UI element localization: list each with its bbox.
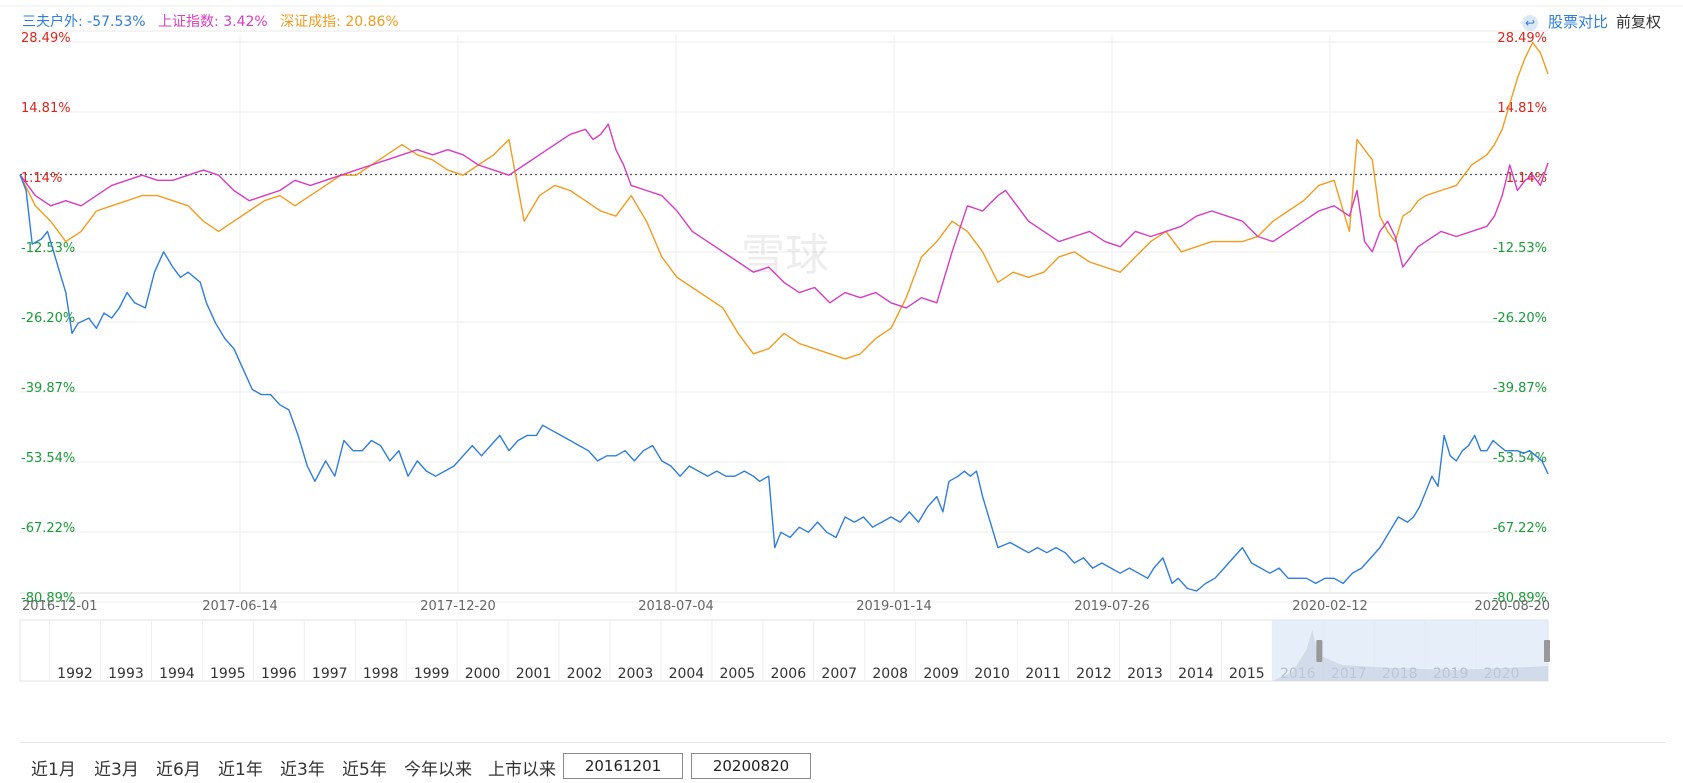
- legend-sh-index[interactable]: 上证指数: 3.42%: [158, 14, 268, 30]
- range-button-3y[interactable]: 近3年: [280, 760, 325, 780]
- adjustment-toggle[interactable]: 前复权: [1615, 13, 1661, 31]
- range-button-3m[interactable]: 近3月: [94, 760, 139, 780]
- watermark-logo: 雪球: [741, 230, 829, 281]
- navigator-year-label: 2014: [1178, 666, 1214, 682]
- y-tick-label-left: 28.49%: [21, 31, 71, 46]
- range-button-since-listing[interactable]: 上市以来: [488, 760, 556, 780]
- y-tick-label-right: -67.22%: [1493, 521, 1547, 536]
- x-tick-label: 2020-02-12: [1292, 599, 1368, 614]
- y-tick-label-right: -39.87%: [1493, 381, 1547, 396]
- y-tick-label-right: -80.89%: [1493, 591, 1547, 606]
- navigator-year-label: 2015: [1229, 666, 1265, 682]
- y-tick-label-right: -26.20%: [1493, 311, 1547, 326]
- x-tick-label: 2017-12-20: [420, 599, 496, 614]
- navigator-year-label: 1993: [108, 666, 144, 682]
- y-tick-label-right: -12.53%: [1493, 241, 1547, 256]
- x-tick-label: 2019-07-26: [1074, 599, 1150, 614]
- navigator-year-label: 2000: [465, 666, 501, 682]
- y-tick-label-left: -53.54%: [21, 451, 75, 466]
- chart-toolbar: ↩ 股票对比 前复权: [1521, 11, 1661, 32]
- navigator-right-handle: [1544, 640, 1550, 662]
- comparison-chart: 28.49% 28.49%14.81% 14.81%1.14% 1.14%-12.53…: [0, 5, 1683, 682]
- y-tick-label-left: 14.81%: [21, 101, 71, 116]
- series-line-sz-index: [19, 41, 1549, 360]
- navigator-year-label: 2010: [974, 666, 1010, 682]
- y-tick-label-left: -12.53%: [21, 241, 75, 256]
- y-tick-label-left: -80.89%: [21, 591, 75, 606]
- navigator-year-label: 1992: [57, 666, 93, 682]
- stock-compare-button[interactable]: 股票对比: [1547, 13, 1608, 31]
- x-tick-label: 2016-12-01: [22, 599, 98, 614]
- y-tick-label-left: -26.20%: [21, 311, 75, 326]
- range-button-1m[interactable]: 近1月: [31, 760, 76, 780]
- x-tick-label: 2020-08-20: [1474, 599, 1550, 614]
- navigator-year-label: 1995: [210, 666, 246, 682]
- series-line-sh-index: [19, 123, 1549, 309]
- navigator-year-label: 2007: [821, 666, 857, 682]
- range-button-6m[interactable]: 近6月: [156, 760, 201, 780]
- navigator-year-label: 2011: [1025, 666, 1061, 682]
- legend-sz-index[interactable]: 深证成指: 20.86%: [280, 14, 399, 30]
- navigator-mini-series: [1272, 630, 1548, 681]
- legend-stock[interactable]: 三夫户外: -57.53%: [22, 14, 146, 30]
- y-tick-label-right: 14.81%: [1497, 101, 1547, 116]
- x-tick-label: 2019-01-14: [856, 599, 932, 614]
- navigator-year-label: 1998: [363, 666, 399, 682]
- navigator-year-label: 1994: [159, 666, 195, 682]
- navigator-year-label: 2012: [1076, 666, 1112, 682]
- y-tick-label-left: -67.22%: [21, 521, 75, 536]
- navigator-year-label: 2008: [872, 666, 908, 682]
- y-tick-label-left: -39.87%: [21, 381, 75, 396]
- navigator-year-label: 1997: [312, 666, 348, 682]
- navigator-year-label: 2003: [618, 666, 654, 682]
- range-selector: 近1月 近3月 近6月 近1年 近3年 近5年 今年以来 上市以来 -: [20, 742, 1666, 783]
- navigator-year-label: 2013: [1127, 666, 1163, 682]
- series-line-stock: [19, 174, 1549, 592]
- navigator-year-label: 2001: [516, 666, 552, 682]
- navigator-left-handle: [1316, 640, 1323, 662]
- y-tick-label-right: -53.54%: [1493, 451, 1547, 466]
- navigator-year-label: 2002: [567, 666, 603, 682]
- navigator-year-label: 2004: [669, 666, 705, 682]
- range-button-5y[interactable]: 近5年: [342, 760, 387, 780]
- navigator-year-label: 2009: [923, 666, 959, 682]
- chart-legend: 三夫户外: -57.53% 上证指数: 3.42% 深证成指: 20.86%: [22, 11, 407, 31]
- navigator-year-label: 2005: [720, 666, 756, 682]
- range-button-1y[interactable]: 近1年: [218, 760, 263, 780]
- x-tick-label: 2017-06-14: [202, 599, 278, 614]
- navigator-year-label: 1996: [261, 666, 297, 682]
- navigator-year-label: 2006: [770, 666, 806, 682]
- start-date-input[interactable]: [563, 753, 683, 779]
- end-date-input[interactable]: [691, 753, 811, 779]
- y-tick-label-right: 28.49%: [1497, 31, 1547, 46]
- range-button-ytd[interactable]: 今年以来: [404, 760, 472, 780]
- x-tick-label: 2018-07-04: [638, 599, 714, 614]
- navigator-year-label: 1999: [414, 666, 450, 682]
- return-arrow-icon[interactable]: ↩: [1521, 14, 1538, 31]
